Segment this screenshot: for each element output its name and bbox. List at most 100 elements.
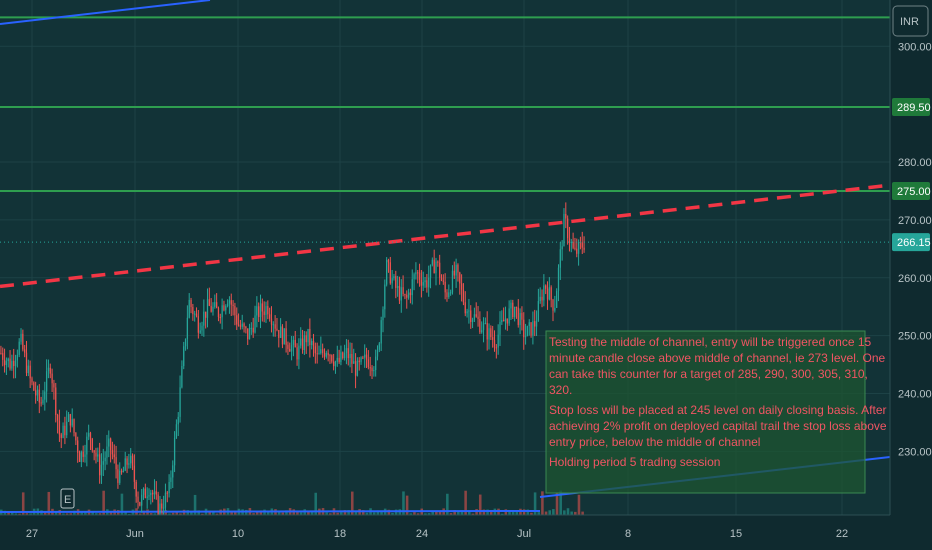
candle-body <box>568 238 571 243</box>
volume-bar <box>7 512 10 515</box>
candle-body <box>192 307 194 315</box>
candle-body <box>208 299 210 306</box>
volume-bar <box>544 511 548 515</box>
candle-body <box>226 303 229 307</box>
candle-body <box>5 361 8 366</box>
volume-bar <box>394 509 398 515</box>
candle-body <box>146 496 148 498</box>
candle-body <box>77 440 79 453</box>
candle-body <box>543 285 545 301</box>
candle-body <box>263 311 265 315</box>
volume-bar <box>391 512 394 515</box>
volume-bar <box>508 510 511 515</box>
candle-body <box>506 318 508 324</box>
candle-body <box>393 276 395 279</box>
time-axis[interactable] <box>0 515 890 550</box>
candle-body <box>141 494 143 506</box>
candle-body <box>343 353 346 359</box>
candle-body <box>433 259 435 274</box>
candle-body <box>254 315 256 333</box>
volume-bar <box>376 510 380 515</box>
candle-body <box>157 494 159 515</box>
candle-body <box>376 349 379 357</box>
candle-body <box>360 357 362 363</box>
channel-lower-flat <box>0 510 541 513</box>
candle-body <box>51 373 53 384</box>
candle-body <box>517 307 519 325</box>
candle-body <box>526 326 529 337</box>
candle-body <box>223 305 225 311</box>
volume-bar <box>460 510 464 515</box>
candle-body <box>462 289 465 303</box>
candle-body <box>331 355 333 362</box>
annotation-line: Holding period 5 trading session <box>549 455 720 469</box>
candle-body <box>497 334 499 348</box>
annotation-box[interactable]: Testing the middle of channel, entry wil… <box>545 330 887 494</box>
volume-bar <box>43 511 47 515</box>
volume-bar <box>193 494 197 515</box>
price-tick-label: 260.00 <box>898 273 932 285</box>
dashed-resistance <box>0 183 891 289</box>
volume-bar <box>25 513 29 515</box>
candle-body <box>139 502 141 506</box>
price-axis[interactable] <box>890 0 932 550</box>
candle-body <box>199 330 201 333</box>
volume-bar <box>555 493 559 515</box>
candle-body <box>84 454 86 457</box>
candle-body <box>36 389 39 396</box>
candle-body <box>267 306 269 315</box>
candle-body <box>530 322 532 336</box>
volume-bar <box>10 512 14 515</box>
volume-bar <box>449 513 453 515</box>
volume-bar <box>387 509 391 515</box>
grid <box>0 0 890 515</box>
candle-body <box>126 458 128 465</box>
candle-body <box>11 360 13 369</box>
candle-body <box>217 308 220 318</box>
candle-body <box>24 349 26 353</box>
currency-button[interactable]: INR <box>892 5 929 37</box>
candle-body <box>148 495 150 497</box>
candle-body <box>9 358 11 369</box>
candle-body <box>239 325 242 327</box>
candle-body <box>71 419 73 426</box>
candle-body <box>314 346 316 354</box>
volume-bar <box>252 513 255 515</box>
candle-body <box>468 310 470 312</box>
candle-body <box>166 492 168 494</box>
candle-body <box>402 287 404 295</box>
candle-body <box>561 246 563 250</box>
event-marker[interactable]: E <box>60 488 75 509</box>
candle-body <box>40 402 42 404</box>
candle-body <box>446 292 448 298</box>
volume-bar <box>500 513 504 515</box>
candle-body <box>279 326 282 338</box>
candle-body <box>131 455 134 466</box>
volume-bar <box>351 491 354 515</box>
candle-body <box>106 446 108 458</box>
price-tick-label: 300.00 <box>898 41 932 53</box>
candle-body <box>248 327 251 340</box>
candle-body <box>437 261 439 263</box>
candle-body <box>25 352 28 374</box>
candle-body <box>210 305 212 312</box>
volume-bar <box>504 509 508 515</box>
candle-body <box>311 341 313 345</box>
candle-body <box>153 491 156 495</box>
volume-bar <box>347 510 350 515</box>
volume-bar <box>47 491 51 515</box>
candle-body <box>102 461 104 465</box>
volume-bar <box>413 512 416 515</box>
candle-body <box>583 247 585 250</box>
candle-body <box>464 302 466 314</box>
candle-body <box>91 438 93 451</box>
candle-body <box>82 451 84 457</box>
horizontal-levels <box>0 16 890 192</box>
candle-body <box>128 463 130 465</box>
volume-bar <box>427 513 431 515</box>
time-tick-label: 10 <box>232 528 244 540</box>
candle-body <box>120 470 123 473</box>
candle-body <box>161 503 163 509</box>
candle-body <box>400 287 402 301</box>
